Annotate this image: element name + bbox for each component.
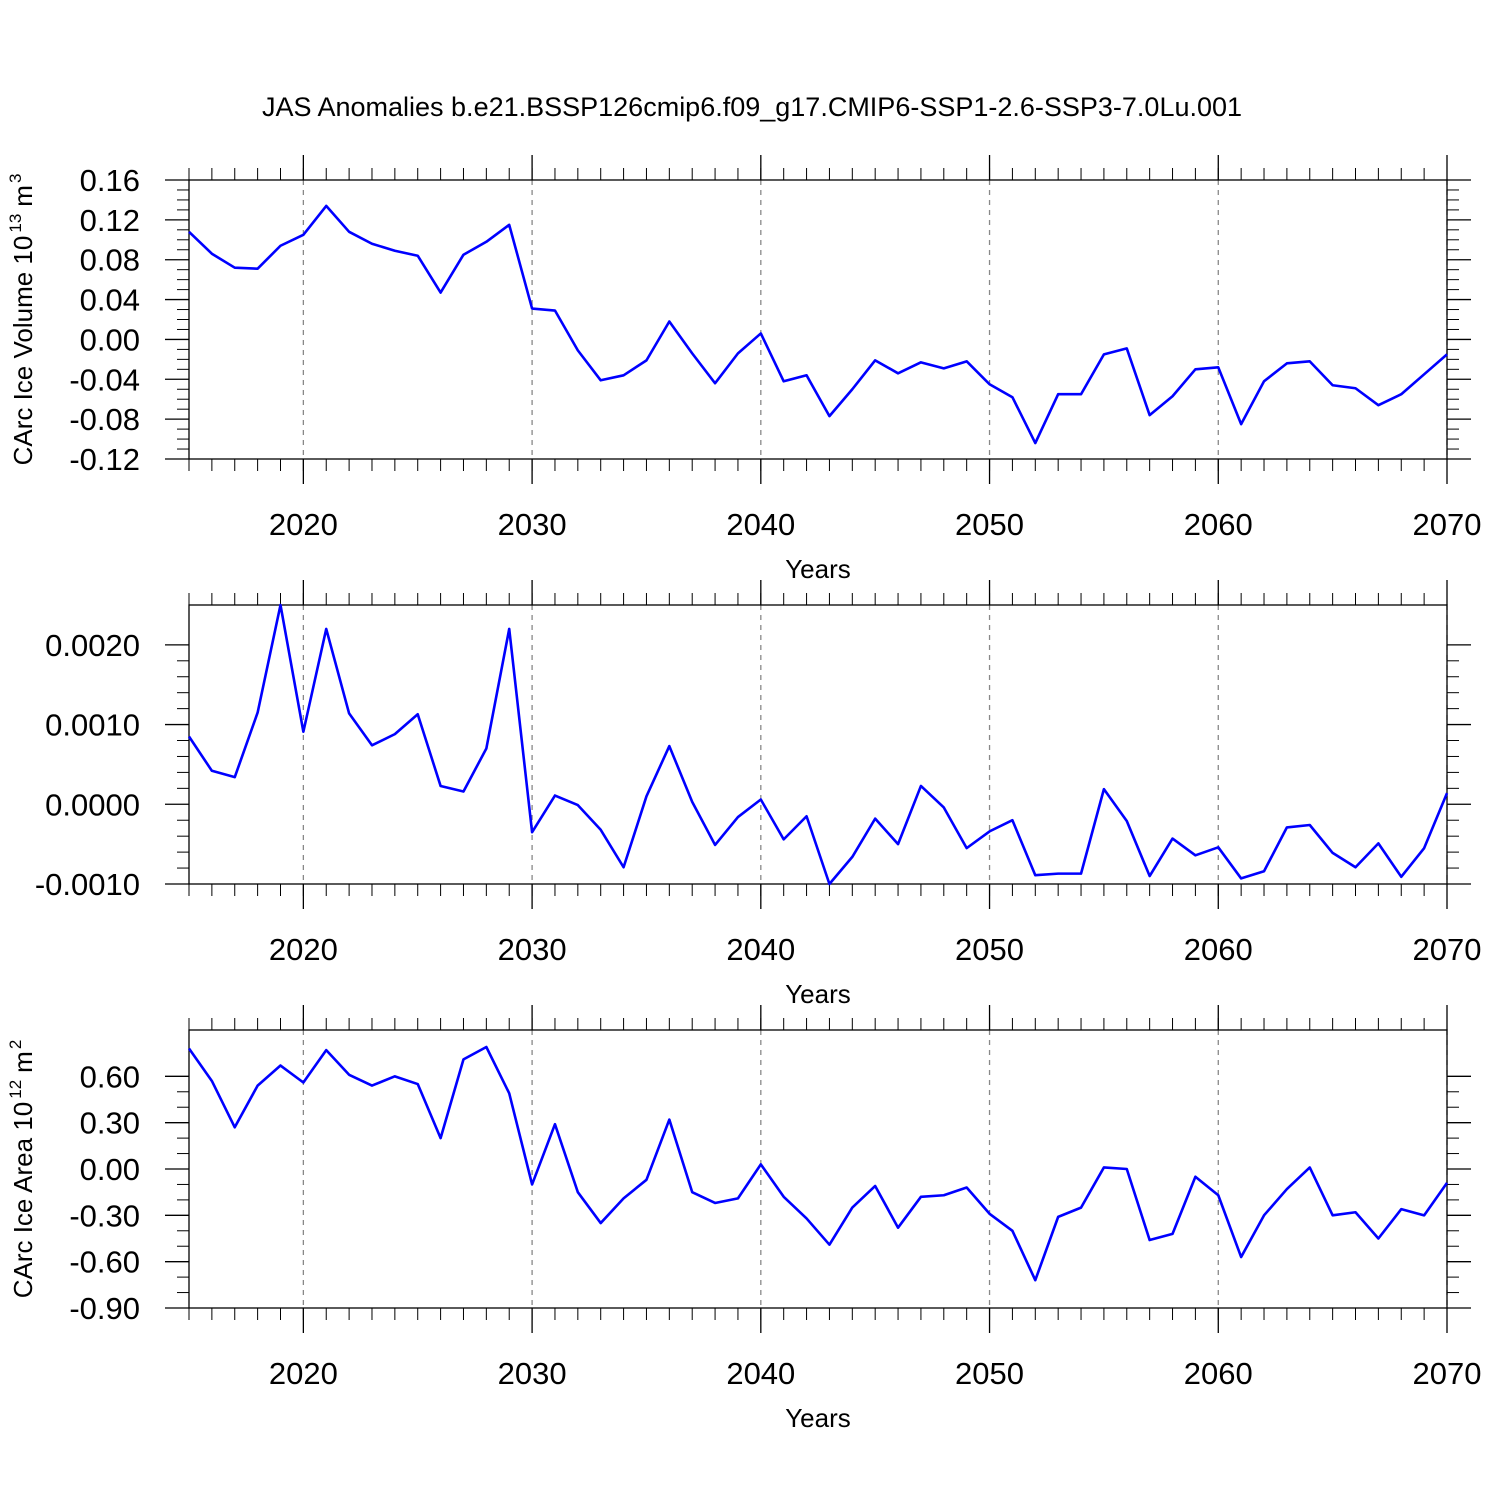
y-tick-label: 0.00: [80, 1152, 140, 1187]
y-tick-label: 0.0020: [45, 628, 140, 663]
y-label-unit-exponent: 2: [6, 1040, 25, 1049]
y-tick-label: -0.12: [69, 442, 140, 477]
y-axis-label: CArc Snow Volume 1013m3: [0, 583, 4, 905]
x-tick-label: 2060: [1184, 1356, 1253, 1391]
y-tick-label: -0.04: [69, 362, 140, 397]
y-axis-label: CArc Ice Area 10 12 m 2: [6, 1040, 38, 1299]
x-tick-label: 2020: [269, 507, 338, 542]
y-label-exponent: 13: [6, 214, 25, 233]
x-tick-label: 2060: [1184, 507, 1253, 542]
y-label-unit: m: [8, 185, 38, 207]
x-tick-label: 2040: [726, 507, 795, 542]
y-label-unit-exponent: 3: [6, 174, 25, 183]
y-tick-label: 0.0000: [45, 787, 140, 822]
x-axis-label: Years: [785, 1403, 851, 1433]
x-tick-label: 2040: [726, 932, 795, 967]
y-tick-label: 0.04: [80, 283, 140, 318]
y-tick-label: -0.30: [69, 1198, 140, 1233]
y-tick-label: 0.16: [80, 163, 140, 198]
x-axis-label: Years: [785, 979, 851, 1009]
data-line: [187, 603, 1449, 886]
y-tick-label: -0.0010: [35, 867, 140, 902]
y-tick-label: -0.08: [69, 402, 140, 437]
y-label-base: CArc Snow Volume 10: [0, 645, 4, 905]
x-tick-label: 2050: [955, 932, 1024, 967]
y-label-unit: m: [0, 595, 4, 617]
x-tick-label: 2050: [955, 507, 1024, 542]
y-tick-label: 0.12: [80, 203, 140, 238]
y-tick-label: 0.60: [80, 1059, 140, 1094]
y-tick-label: 0.30: [80, 1106, 140, 1141]
y-tick-label: 0.00: [80, 322, 140, 357]
y-tick-label: -0.60: [69, 1245, 140, 1280]
x-tick-label: 2030: [498, 507, 567, 542]
chart-title: JAS Anomalies b.e21.BSSP126cmip6.f09_g17…: [262, 92, 1242, 122]
data-line: [188, 204, 1448, 445]
y-label-exponent: 12: [6, 1080, 25, 1099]
y-tick-label: 0.0010: [45, 708, 140, 743]
y-axis-label: CArc Ice Volume 10 13 m 3: [6, 174, 38, 466]
x-tick-label: 2070: [1413, 507, 1482, 542]
data-line: [187, 1045, 1449, 1282]
x-tick-label: 2070: [1413, 932, 1482, 967]
y-tick-label: 0.08: [80, 243, 140, 278]
x-axis-label: Years: [785, 554, 851, 584]
y-label-base: CArc Ice Area 10: [8, 1102, 38, 1299]
x-tick-label: 2030: [498, 932, 567, 967]
plot-frame: [188, 1029, 1448, 1309]
y-tick-label: -0.90: [69, 1291, 140, 1326]
x-tick-label: 2070: [1413, 1356, 1482, 1391]
x-tick-label: 2030: [498, 1356, 567, 1391]
y-label-unit: m: [8, 1051, 38, 1073]
x-tick-label: 2020: [269, 932, 338, 967]
x-tick-label: 2050: [955, 1356, 1024, 1391]
y-label-base: CArc Ice Volume 10: [8, 236, 38, 466]
x-tick-label: 2040: [726, 1356, 795, 1391]
plot-frame: [188, 179, 1448, 460]
plot-frame: [188, 604, 1448, 885]
x-tick-label: 2060: [1184, 932, 1253, 967]
x-tick-label: 2020: [269, 1356, 338, 1391]
